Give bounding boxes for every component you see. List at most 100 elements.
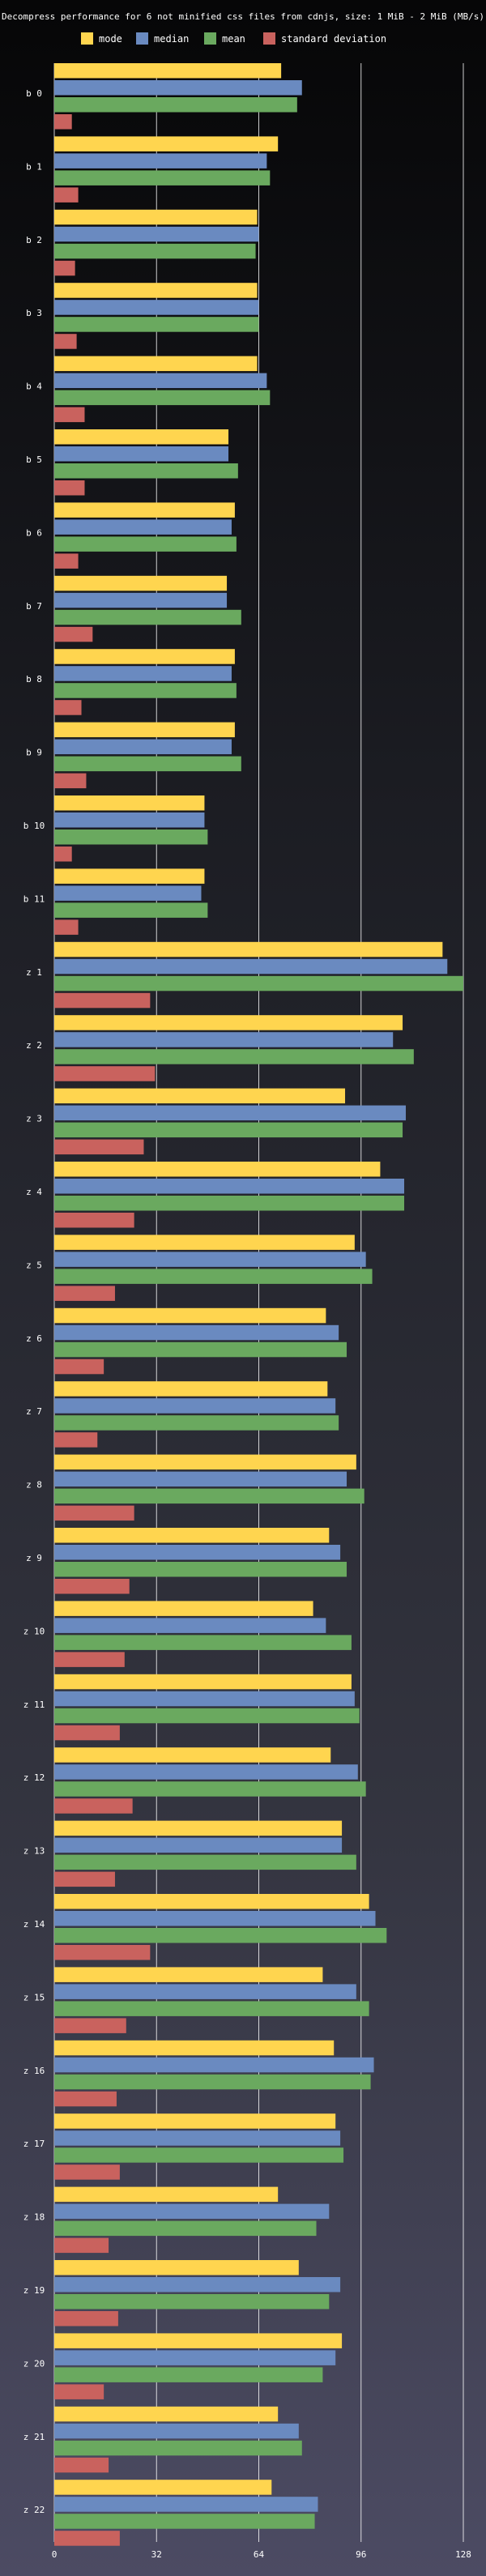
bar-mean-z-12	[54, 1781, 366, 1797]
category-label: z 21	[23, 2432, 45, 2442]
bar-mode-b-0	[54, 63, 282, 79]
bar-standard-deviation-z-2	[54, 1066, 156, 1081]
bar-median-z-21	[54, 2423, 299, 2439]
bar-mean-z-16	[54, 2074, 371, 2090]
bar-group-z-20	[54, 2333, 343, 2399]
bar-group-z-16	[54, 2040, 374, 2107]
bar-median-z-17	[54, 2130, 341, 2146]
bar-mode-b-4	[54, 356, 258, 372]
bar-standard-deviation-z-4	[54, 1213, 134, 1228]
bar-group-z-9	[54, 1528, 347, 1594]
bar-standard-deviation-z-6	[54, 1358, 104, 1375]
bar-mode-z-3	[54, 1088, 346, 1104]
bar-standard-deviation-z-11	[54, 1725, 120, 1741]
bar-mode-z-15	[54, 1967, 323, 1982]
bar-group-b-10	[54, 795, 208, 862]
category-label: z 5	[26, 1260, 42, 1270]
bar-mean-z-5	[54, 1269, 373, 1284]
legend-label-median: median	[154, 33, 189, 45]
category-label: b 2	[26, 235, 42, 245]
category-label: z 3	[26, 1114, 42, 1124]
category-label: b 6	[26, 527, 42, 538]
bar-median-z-6	[54, 1324, 339, 1341]
bar-mode-b-9	[54, 722, 235, 738]
bar-mean-z-14	[54, 1928, 387, 1943]
category-label: z 16	[23, 2066, 45, 2076]
legend-label-mean: mean	[222, 33, 245, 45]
category-label: z 7	[26, 1406, 42, 1417]
bar-group-b-2	[54, 209, 259, 276]
bar-group-z-5	[54, 1235, 373, 1301]
bar-mean-z-7	[54, 1415, 339, 1431]
bar-group-z-4	[54, 1162, 405, 1228]
bar-standard-deviation-z-15	[54, 2018, 126, 2033]
bar-median-z-4	[54, 1179, 405, 1194]
bar-group-z-2	[54, 1015, 414, 1081]
bar-standard-deviation-b-5	[54, 480, 85, 496]
x-tick-label: 96	[356, 2549, 366, 2560]
bar-standard-deviation-b-2	[54, 260, 75, 276]
bar-standard-deviation-z-19	[54, 2311, 118, 2327]
category-label: z 10	[23, 1626, 45, 1636]
bar-mode-b-6	[54, 502, 235, 518]
bar-mode-z-17	[54, 2113, 336, 2129]
bar-group-z-10	[54, 1601, 352, 1667]
bar-standard-deviation-z-9	[54, 1579, 130, 1594]
category-label: z 18	[23, 2212, 45, 2223]
bar-mode-b-11	[54, 868, 205, 884]
bar-median-z-13	[54, 1837, 343, 1853]
bar-standard-deviation-b-6	[54, 553, 79, 569]
bar-median-z-15	[54, 1984, 356, 1999]
bar-standard-deviation-b-9	[54, 773, 87, 789]
bar-mode-z-5	[54, 1235, 355, 1250]
bar-mean-b-3	[54, 317, 259, 332]
category-label: b 7	[26, 601, 42, 612]
bars	[54, 63, 463, 2546]
bar-group-z-1	[54, 941, 463, 1009]
category-label: z 8	[26, 1480, 42, 1491]
bar-mean-z-21	[54, 2440, 302, 2456]
bar-median-b-11	[54, 885, 202, 901]
bar-mean-z-4	[54, 1196, 405, 1211]
bar-mode-z-14	[54, 1894, 369, 1909]
x-tick-label: 64	[254, 2549, 265, 2560]
chart-title: Decompress performance for 6 not minifie…	[2, 11, 484, 22]
bar-group-z-12	[54, 1747, 366, 1814]
bar-group-z-22	[54, 2480, 318, 2546]
bar-group-b-0	[54, 63, 302, 130]
bar-group-z-6	[54, 1307, 347, 1375]
bar-standard-deviation-z-16	[54, 2091, 117, 2107]
bar-mean-b-5	[54, 463, 238, 479]
bar-mode-z-11	[54, 1674, 352, 1690]
bar-median-z-1	[54, 958, 448, 975]
bar-median-z-19	[54, 2277, 341, 2292]
legend: mode median mean standard deviation	[81, 32, 386, 45]
bar-standard-deviation-b-10	[54, 847, 72, 862]
bar-group-b-3	[54, 283, 259, 349]
category-label: b 0	[26, 88, 42, 99]
category-label: b 10	[23, 821, 45, 831]
bar-standard-deviation-z-10	[54, 1652, 125, 1667]
category-label: b 8	[26, 674, 42, 685]
bar-median-z-8	[54, 1471, 347, 1487]
category-label: z 19	[23, 2285, 45, 2296]
bar-mode-z-2	[54, 1015, 403, 1030]
category-label: z 6	[26, 1333, 42, 1344]
bar-mode-z-12	[54, 1747, 331, 1763]
bar-standard-deviation-b-4	[54, 407, 85, 423]
bar-mean-z-15	[54, 2001, 369, 2016]
bar-mode-z-1	[54, 941, 443, 957]
legend-swatch-median	[136, 32, 148, 45]
bar-standard-deviation-z-21	[54, 2457, 109, 2473]
bar-group-z-17	[54, 2113, 344, 2180]
category-label: z 20	[23, 2358, 45, 2369]
bar-median-z-22	[54, 2497, 318, 2512]
bar-mean-z-19	[54, 2294, 330, 2309]
bar-mean-z-1	[54, 975, 463, 992]
category-label: b 9	[26, 748, 42, 758]
x-tick-label: 0	[52, 2549, 58, 2560]
bar-mean-b-9	[54, 756, 241, 772]
bar-mode-z-16	[54, 2040, 335, 2056]
bar-median-z-14	[54, 1911, 376, 1926]
bar-mode-z-10	[54, 1601, 313, 1616]
